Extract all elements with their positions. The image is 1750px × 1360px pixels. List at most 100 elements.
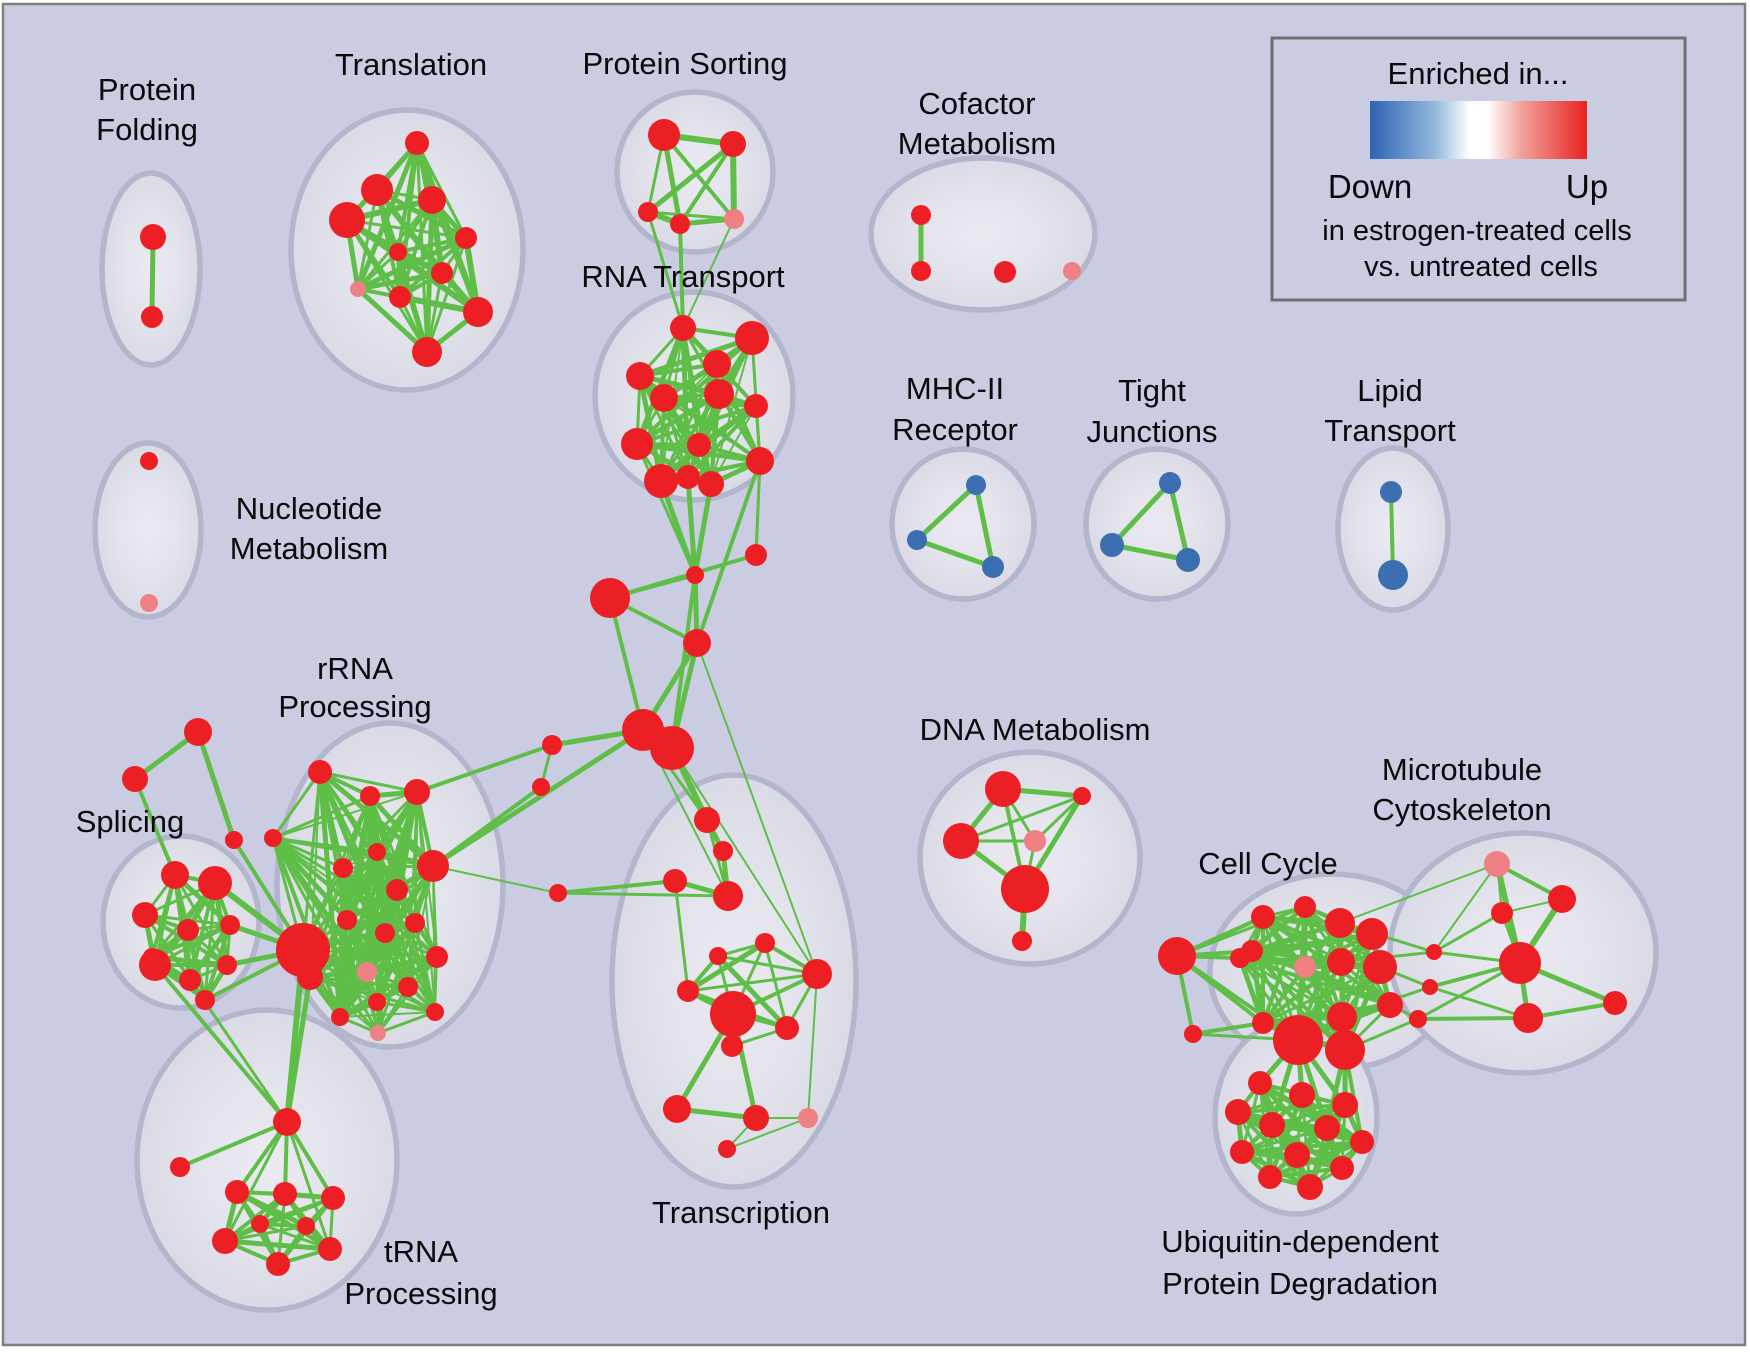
ubiquitin-dependent-protein-degradation-node-11 — [1297, 1174, 1323, 1200]
mhc-ii-receptor-label: MHC-II — [906, 371, 1004, 406]
edge — [396, 889, 436, 1013]
edge — [637, 373, 664, 484]
cell-cycle-node-6 — [1356, 918, 1388, 950]
cell-cycle-node-18 — [1409, 1010, 1427, 1028]
edge — [959, 794, 1084, 843]
transcription-node-0 — [694, 807, 720, 833]
rrna-processing-node-10 — [297, 964, 323, 990]
dna-metabolism-label: DNA Metabolism — [920, 712, 1151, 747]
legend-title: Enriched in... — [1388, 56, 1569, 91]
edge — [692, 481, 714, 578]
rrna-processing-node-0 — [308, 760, 332, 784]
ubiquitin-dependent-protein-degradation-node-6 — [1350, 1130, 1374, 1154]
nucleotide-metabolism-ellipse — [92, 440, 204, 620]
tight-junctions-node-0 — [1159, 472, 1181, 494]
edge — [149, 234, 156, 320]
edge — [133, 777, 177, 877]
rna-transport-label: RNA Transport — [581, 259, 785, 294]
mhc-ii-receptor-ellipse — [889, 446, 1037, 602]
trna-processing-node-4 — [321, 1186, 345, 1210]
edge — [271, 770, 322, 840]
rna-transport-node-6 — [744, 394, 768, 418]
lipid-transport-node-1 — [1378, 560, 1408, 590]
connector-node-7 — [532, 778, 550, 796]
lipid-transport-label: Transport — [1324, 413, 1456, 448]
microtubule-cytoskeleton-node-0 — [1484, 851, 1510, 877]
cofactor-metabolism-label: Cofactor — [918, 86, 1035, 121]
edge — [356, 250, 400, 291]
rna-transport-node-0 — [670, 315, 696, 341]
rna-transport-node-10 — [644, 464, 678, 498]
edge — [195, 729, 237, 843]
edge — [376, 931, 387, 1035]
ubiquitin-dependent-protein-degradation-node-8 — [1284, 1142, 1310, 1168]
edge — [258, 1196, 335, 1226]
edge — [678, 222, 685, 330]
tight-junctions-node-1 — [1100, 533, 1124, 557]
trna-processing-node-7 — [266, 1252, 290, 1276]
edge — [685, 474, 698, 578]
edge — [1433, 863, 1498, 953]
cell-cycle-node-10 — [1363, 950, 1397, 984]
lipid-transport-node-0 — [1380, 481, 1402, 503]
edge — [556, 879, 677, 895]
connector-node-0 — [686, 566, 704, 584]
edge — [355, 270, 445, 292]
rrna-processing-node-3 — [264, 829, 282, 847]
edge — [1175, 905, 1307, 958]
edge — [272, 791, 418, 839]
edge — [432, 865, 559, 894]
dna-metabolism-node-5 — [1012, 931, 1032, 951]
cell-cycle-label: Cell Cycle — [1198, 846, 1338, 881]
edge — [663, 397, 761, 462]
microtubule-cytoskeleton-label: Microtubule — [1382, 752, 1542, 787]
edge — [187, 922, 233, 983]
edge — [1303, 965, 1392, 1007]
edge — [368, 794, 439, 959]
tight-junctions-label: Junctions — [1087, 414, 1218, 449]
edge — [1268, 1166, 1344, 1179]
edge — [178, 1120, 289, 1169]
translation-node-0 — [405, 131, 429, 155]
protein-sorting-node-1 — [720, 131, 746, 157]
lipid-transport-label: Lipid — [1357, 373, 1423, 408]
cofactor-metabolism-label: Metabolism — [898, 126, 1057, 161]
edge — [284, 974, 313, 1125]
translation-node-2 — [329, 202, 365, 238]
rrna-processing-node-5 — [417, 850, 449, 882]
protein-folding-label: Protein — [98, 72, 196, 107]
transcription-node-9 — [775, 1016, 799, 1040]
rna-transport-node-2 — [703, 350, 731, 378]
edge — [914, 537, 996, 570]
edge — [608, 596, 645, 732]
legend-down-label: Down — [1328, 168, 1412, 205]
edge — [376, 1010, 437, 1035]
protein-sorting-node-0 — [648, 119, 680, 151]
transcription-node-11 — [663, 1095, 691, 1123]
rrna-processing-node-1 — [404, 779, 430, 805]
transcription-node-4 — [755, 933, 775, 953]
cell-cycle-node-8 — [1294, 956, 1316, 978]
translation-node-9 — [463, 297, 493, 327]
edge — [1261, 960, 1343, 1025]
dna-metabolism-node-4 — [1001, 865, 1049, 913]
rrna-processing-node-7 — [386, 879, 408, 901]
splicing-node-6 — [177, 919, 199, 941]
edge — [716, 954, 819, 976]
splicing-node-2 — [225, 831, 243, 849]
translation-node-4 — [455, 227, 477, 249]
mhc-ii-receptor-node-0 — [966, 475, 986, 495]
nucleotide-metabolism-label: Nucleotide — [236, 491, 382, 526]
splicing-node-10 — [217, 955, 237, 975]
edge — [556, 891, 730, 898]
rrna-processing-node-16 — [368, 993, 386, 1011]
transcription-node-10 — [721, 1035, 743, 1057]
rrna-processing-node-15 — [398, 977, 418, 997]
connector-node-3 — [683, 629, 711, 657]
transcription-node-1 — [713, 841, 733, 861]
dna-metabolism-node-1 — [1073, 787, 1091, 805]
transcription-node-6 — [677, 980, 699, 1002]
microtubule-cytoskeleton-label: Cytoskeleton — [1372, 792, 1551, 827]
edge — [1339, 863, 1498, 924]
